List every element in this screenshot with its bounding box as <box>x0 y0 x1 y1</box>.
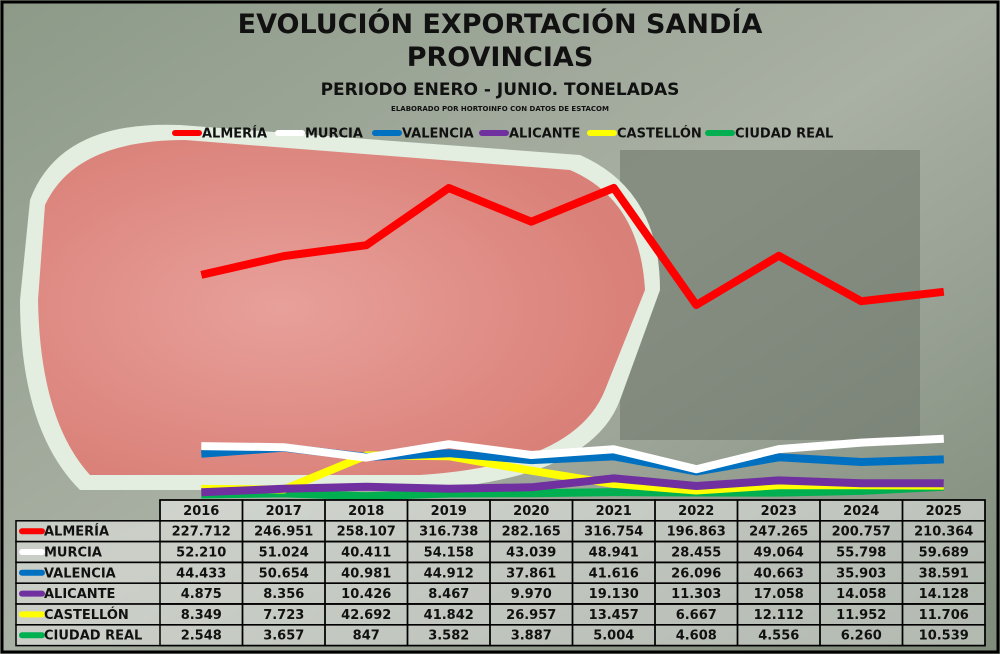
chart-title: EVOLUCIÓN EXPORTACIÓN SANDÍA PROVINCIAS <box>237 9 763 73</box>
data-label: 3.582 <box>428 629 469 644</box>
data-label: 51.024 <box>259 546 309 561</box>
data-label: 247.265 <box>749 525 808 540</box>
table-row-bg <box>15 624 986 647</box>
data-label: 196.863 <box>667 525 726 540</box>
data-label: 40.663 <box>754 566 804 581</box>
data-label: 17.058 <box>754 587 804 602</box>
data-label: 11.303 <box>671 587 721 602</box>
x-tick-label: 2022 <box>678 504 714 519</box>
x-tick-label: 2020 <box>513 504 549 519</box>
data-label: 11.952 <box>836 608 886 623</box>
data-label: 8.467 <box>428 587 469 602</box>
data-label: 26.096 <box>671 566 721 581</box>
data-label: 4.608 <box>676 629 717 644</box>
data-label: 38.591 <box>919 566 969 581</box>
data-label: 19.130 <box>589 587 639 602</box>
x-tick-label: 2018 <box>348 504 384 519</box>
row-label: MURCIA <box>44 546 102 561</box>
data-label: 316.754 <box>584 525 643 540</box>
series-line <box>201 482 945 501</box>
data-label: 55.798 <box>836 546 886 561</box>
data-label: 7.723 <box>263 608 304 623</box>
data-label: 54.158 <box>424 546 474 561</box>
row-label: VALENCIA <box>44 566 116 581</box>
data-label: 14.128 <box>919 587 969 602</box>
data-label: 49.064 <box>754 546 804 561</box>
x-tick-label: 2023 <box>761 504 797 519</box>
legend-label: ALICANTE <box>509 127 580 142</box>
series-line <box>201 434 944 474</box>
data-label: 41.842 <box>424 608 474 623</box>
data-label: 316.738 <box>419 525 478 540</box>
data-label: 6.667 <box>676 608 717 623</box>
x-tick-label: 2017 <box>266 504 302 519</box>
melon-flesh <box>38 140 645 475</box>
data-label: 43.039 <box>506 546 556 561</box>
data-label: 258.107 <box>337 525 396 540</box>
legend-label: CASTELLÓN <box>617 126 702 142</box>
data-label: 200.757 <box>832 525 891 540</box>
data-label: 2.548 <box>181 629 222 644</box>
plot <box>200 184 945 501</box>
data-label: 11.706 <box>919 608 969 623</box>
data-label: 12.112 <box>754 608 804 623</box>
subtitle: PERIODO ENERO - JUNIO. TONELADAS <box>321 80 680 100</box>
row-label: ALICANTE <box>44 587 115 602</box>
data-label: 14.058 <box>836 587 886 602</box>
data-label: 52.210 <box>176 546 226 561</box>
dark-fruit <box>620 150 920 440</box>
data-label: 8.356 <box>263 587 304 602</box>
row-label: CASTELLÓN <box>44 607 129 623</box>
legend-label: VALENCIA <box>402 127 474 142</box>
data-label: 42.692 <box>341 608 391 623</box>
data-label: 40.981 <box>341 566 391 581</box>
data-label: 6.260 <box>841 629 882 644</box>
data-label: 26.957 <box>506 608 556 623</box>
data-label: 44.433 <box>176 566 226 581</box>
data-label: 246.951 <box>254 525 313 540</box>
data-label: 210.364 <box>914 525 973 540</box>
data-label: 28.455 <box>671 546 721 561</box>
data-label: 37.861 <box>506 566 556 581</box>
row-label: CIUDAD REAL <box>44 629 142 644</box>
data-table: 2016 2017 2018 2019 2020 2021 2022 2023 2024 2025… <box>15 499 986 647</box>
legend-label: ALMERÍA <box>202 126 267 142</box>
data-label: 3.887 <box>511 629 552 644</box>
series-line <box>200 184 945 309</box>
data-label: 10.539 <box>919 629 969 644</box>
data-label: 5.004 <box>593 629 634 644</box>
data-label: 10.426 <box>341 587 391 602</box>
data-label: 41.616 <box>589 566 639 581</box>
table-cell <box>901 624 986 647</box>
row-label: ALMERÍA <box>44 524 109 540</box>
data-label: 227.712 <box>172 525 231 540</box>
x-tick-label: 2024 <box>843 504 879 519</box>
x-tick-label: 2025 <box>926 504 962 519</box>
data-label: 44.912 <box>424 566 474 581</box>
data-label: 40.411 <box>341 546 391 561</box>
legend-label: MURCIA <box>305 127 363 142</box>
source: ELABORADO POR HORTOINFO CON DATOS DE EST… <box>391 105 609 113</box>
legend-label: CIUDAD REAL <box>735 127 833 142</box>
data-label: 9.970 <box>511 587 552 602</box>
data-label: 50.654 <box>259 566 309 581</box>
legend: ALMERÍA MURCIA VALENCIA ALICANTE CASTELLÓN CI… <box>172 126 833 142</box>
x-tick-label: 2019 <box>431 504 467 519</box>
data-label: 8.349 <box>181 608 222 623</box>
data-label: 282.165 <box>502 525 561 540</box>
series-line <box>201 474 944 497</box>
data-label: 4.556 <box>758 629 799 644</box>
data-label: 35.903 <box>836 566 886 581</box>
data-label: 13.457 <box>589 608 639 623</box>
data-label: 4.875 <box>181 587 222 602</box>
x-tick-label: 2021 <box>596 504 632 519</box>
x-tick-label: 2016 <box>183 504 219 519</box>
data-label: 847 <box>353 629 380 644</box>
data-label: 59.689 <box>919 546 969 561</box>
data-label: 3.657 <box>263 629 304 644</box>
data-label: 48.941 <box>589 546 639 561</box>
